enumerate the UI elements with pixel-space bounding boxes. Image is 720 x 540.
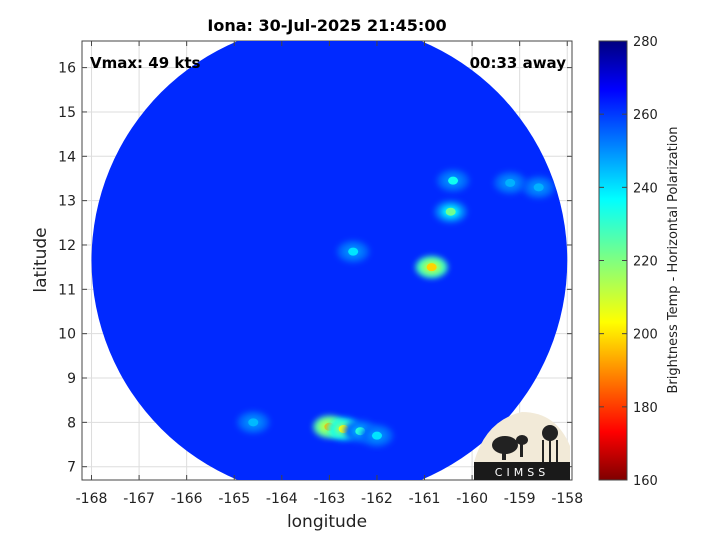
x-tick-label: -168: [76, 491, 108, 507]
colorbar-tick-label: 260: [633, 108, 658, 123]
y-axis-title: latitude: [31, 227, 51, 292]
y-tick-label: 11: [58, 282, 76, 298]
feature-layer: [237, 169, 555, 447]
x-tick-label: -158: [551, 491, 583, 507]
colorbar-label: Brightness Temp - Horizontal Polarizatio…: [666, 126, 681, 393]
chart-title: Iona: 30-Jul-2025 21:45:00: [207, 16, 446, 35]
colorbar-ticks: 160 180 200 220 240 260 280: [599, 35, 658, 489]
water-tower-icon: [542, 425, 558, 441]
x-tick-label: -166: [171, 491, 203, 507]
satellite-dish-icon: [492, 436, 518, 454]
feature-spot: [237, 411, 270, 434]
y-tick-label: 15: [58, 105, 76, 121]
colorbar-tick-label: 280: [633, 35, 658, 50]
y-tick-label: 16: [58, 61, 76, 77]
x-tick-label: -164: [266, 491, 298, 507]
x-tick-label: -163: [313, 491, 345, 507]
feature-spot: [415, 256, 448, 279]
x-axis-title: longitude: [287, 512, 367, 532]
x-tick-label: -161: [409, 491, 441, 507]
time-away-annotation: 00:33 away: [470, 54, 567, 72]
colorbar-tick-label: 200: [633, 328, 658, 343]
x-tick-label: -160: [456, 491, 488, 507]
feature-spot: [522, 176, 555, 199]
feature-spot: [337, 240, 370, 263]
cimss-logo: CIMSS: [474, 412, 570, 480]
feature-spot: [434, 200, 467, 223]
feature-spot: [494, 171, 527, 194]
x-tick-label: -162: [361, 491, 393, 507]
x-tick-label: -167: [123, 491, 155, 507]
swath-layer: [91, 41, 568, 480]
y-tick-label: 9: [67, 371, 76, 387]
x-tick-label: -159: [504, 491, 536, 507]
cimss-logo-text: CIMSS: [495, 466, 549, 479]
axes: -168 -167 -166 -165 -164 -163 -162 -161 -160 -159…: [58, 41, 583, 507]
colorbar: 160 180 200 220 240 260 280 Brightness Temp - …: [598, 35, 681, 489]
swath-disk: [91, 41, 568, 480]
y-tick-label: 13: [58, 194, 76, 210]
vmax-annotation: Vmax: 49 kts: [90, 54, 200, 72]
colorbar-tick-label: 240: [633, 181, 658, 196]
y-tick-label: 8: [67, 415, 76, 431]
colorbar-tick-label: 220: [633, 255, 658, 270]
feature-spot: [437, 169, 470, 192]
colorbar-tick-label: 160: [633, 474, 658, 489]
colorbar-tick-label: 180: [633, 401, 658, 416]
y-tick-label: 12: [58, 238, 76, 254]
y-tick-label: 14: [58, 149, 76, 165]
x-tick-label: -165: [218, 491, 250, 507]
y-tick-label: 7: [67, 460, 76, 476]
feature-spot: [360, 424, 393, 447]
y-tick-label: 10: [58, 327, 76, 343]
